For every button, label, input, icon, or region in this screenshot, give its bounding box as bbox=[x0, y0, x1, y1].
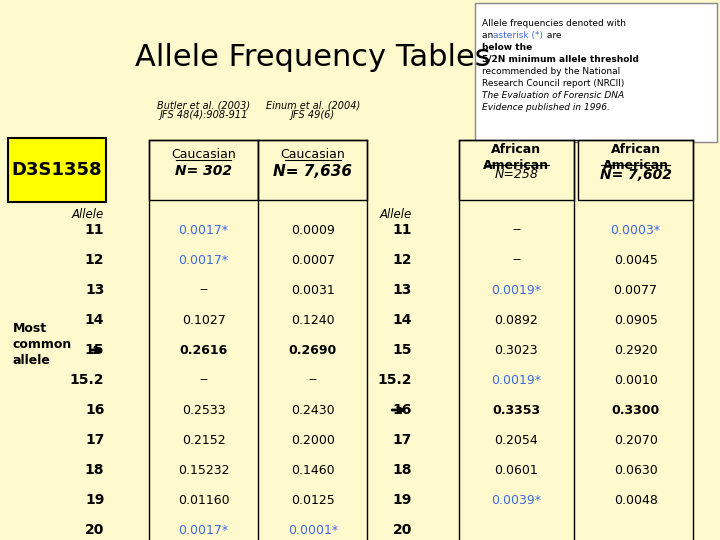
Text: Evidence published in 1996.: Evidence published in 1996. bbox=[482, 103, 610, 112]
Text: Caucasian: Caucasian bbox=[281, 148, 345, 161]
Text: 18: 18 bbox=[85, 463, 104, 477]
Text: 0.2152: 0.2152 bbox=[182, 434, 225, 447]
Text: 0.0009: 0.0009 bbox=[291, 224, 335, 237]
Text: N= 7,602: N= 7,602 bbox=[600, 168, 672, 182]
Text: Allele: Allele bbox=[72, 208, 104, 221]
Text: --: -- bbox=[512, 224, 521, 237]
Text: 17: 17 bbox=[85, 433, 104, 447]
Text: 0.2000: 0.2000 bbox=[291, 434, 335, 447]
Text: 0.0039*: 0.0039* bbox=[492, 494, 541, 507]
Text: 16: 16 bbox=[85, 403, 104, 417]
FancyBboxPatch shape bbox=[8, 138, 107, 202]
Text: 0.0905: 0.0905 bbox=[613, 314, 657, 327]
Text: 0.0010: 0.0010 bbox=[613, 374, 657, 387]
Text: 0.3353: 0.3353 bbox=[492, 403, 541, 416]
Text: 18: 18 bbox=[392, 463, 412, 477]
Text: N= 302: N= 302 bbox=[175, 164, 232, 178]
Text: 0.2690: 0.2690 bbox=[289, 343, 337, 356]
Text: 15.2: 15.2 bbox=[70, 373, 104, 387]
Text: --: -- bbox=[199, 284, 208, 296]
Text: 5/2N minimum allele threshold: 5/2N minimum allele threshold bbox=[482, 55, 639, 64]
Text: 0.2533: 0.2533 bbox=[182, 403, 225, 416]
Text: 0.0045: 0.0045 bbox=[613, 253, 657, 267]
Text: 0.01160: 0.01160 bbox=[178, 494, 230, 507]
Text: 0.0017*: 0.0017* bbox=[179, 523, 229, 537]
Text: 0.1027: 0.1027 bbox=[181, 314, 225, 327]
Text: 0.2616: 0.2616 bbox=[179, 343, 228, 356]
Text: 0.2920: 0.2920 bbox=[613, 343, 657, 356]
Text: 0.1240: 0.1240 bbox=[291, 314, 335, 327]
Text: Butler et al. (2003): Butler et al. (2003) bbox=[157, 100, 250, 110]
Text: Most
common
allele: Most common allele bbox=[13, 322, 72, 368]
Text: Allele: Allele bbox=[380, 208, 412, 221]
Text: 11: 11 bbox=[85, 223, 104, 237]
Text: 20: 20 bbox=[85, 523, 104, 537]
Text: 0.0001*: 0.0001* bbox=[288, 523, 338, 537]
Text: Caucasian: Caucasian bbox=[171, 148, 236, 161]
Text: 16: 16 bbox=[393, 403, 412, 417]
Text: 0.0125: 0.0125 bbox=[291, 494, 335, 507]
Text: The Evaluation of Forensic DNA: The Evaluation of Forensic DNA bbox=[482, 91, 624, 100]
Text: African
American: African American bbox=[603, 143, 669, 172]
Text: recommended by the National: recommended by the National bbox=[482, 67, 620, 76]
Text: 12: 12 bbox=[85, 253, 104, 267]
Text: --: -- bbox=[199, 374, 208, 387]
Text: 15: 15 bbox=[392, 343, 412, 357]
Text: an: an bbox=[482, 31, 496, 40]
Text: asterisk (*): asterisk (*) bbox=[492, 31, 543, 40]
Text: 0.0031: 0.0031 bbox=[291, 284, 335, 296]
Text: 14: 14 bbox=[85, 313, 104, 327]
Text: N=258: N=258 bbox=[495, 168, 539, 181]
Text: JFS 48(4):908-911: JFS 48(4):908-911 bbox=[159, 110, 248, 120]
FancyBboxPatch shape bbox=[258, 140, 367, 200]
Text: 20: 20 bbox=[393, 523, 412, 537]
Text: Research Council report (NRCII): Research Council report (NRCII) bbox=[482, 79, 624, 88]
Text: Allele frequencies denoted with: Allele frequencies denoted with bbox=[482, 19, 626, 28]
Text: --: -- bbox=[512, 253, 521, 267]
Text: 15.2: 15.2 bbox=[378, 373, 412, 387]
Text: 0.0007: 0.0007 bbox=[291, 253, 335, 267]
Text: are: are bbox=[544, 31, 562, 40]
Text: 13: 13 bbox=[393, 283, 412, 297]
FancyBboxPatch shape bbox=[149, 140, 258, 200]
Text: 12: 12 bbox=[392, 253, 412, 267]
Text: 13: 13 bbox=[85, 283, 104, 297]
Text: 0.2070: 0.2070 bbox=[613, 434, 657, 447]
Text: 17: 17 bbox=[393, 433, 412, 447]
Text: 11: 11 bbox=[392, 223, 412, 237]
FancyBboxPatch shape bbox=[459, 140, 574, 200]
Text: 14: 14 bbox=[392, 313, 412, 327]
Text: 0.0017*: 0.0017* bbox=[179, 253, 229, 267]
Text: 0.0019*: 0.0019* bbox=[492, 374, 541, 387]
Text: 0.0017*: 0.0017* bbox=[179, 224, 229, 237]
Text: below the: below the bbox=[482, 43, 532, 52]
Text: 0.3023: 0.3023 bbox=[495, 343, 539, 356]
Text: 19: 19 bbox=[393, 493, 412, 507]
Text: 0.0630: 0.0630 bbox=[613, 463, 657, 476]
Text: Allele Frequency Tables: Allele Frequency Tables bbox=[135, 44, 490, 72]
Text: 0.1460: 0.1460 bbox=[291, 463, 335, 476]
Text: D3S1358: D3S1358 bbox=[12, 161, 102, 179]
FancyBboxPatch shape bbox=[578, 140, 693, 200]
FancyBboxPatch shape bbox=[474, 3, 717, 142]
Text: 0.0077: 0.0077 bbox=[613, 284, 657, 296]
Text: 0.0003*: 0.0003* bbox=[611, 224, 661, 237]
Text: Einum et al. (2004): Einum et al. (2004) bbox=[266, 100, 360, 110]
Text: N= 7,636: N= 7,636 bbox=[274, 164, 352, 179]
Text: 0.0019*: 0.0019* bbox=[492, 284, 541, 296]
Text: --: -- bbox=[308, 374, 318, 387]
Text: 0.15232: 0.15232 bbox=[178, 463, 230, 476]
Text: 15: 15 bbox=[85, 343, 104, 357]
Text: 0.2430: 0.2430 bbox=[291, 403, 335, 416]
Text: 0.0601: 0.0601 bbox=[495, 463, 539, 476]
Text: 0.3300: 0.3300 bbox=[611, 403, 660, 416]
Text: 19: 19 bbox=[85, 493, 104, 507]
Text: 0.2054: 0.2054 bbox=[495, 434, 539, 447]
Text: 0.0048: 0.0048 bbox=[613, 494, 657, 507]
Text: JFS 49(6): JFS 49(6) bbox=[291, 110, 335, 120]
Text: African
American: African American bbox=[483, 143, 549, 172]
Text: 0.0892: 0.0892 bbox=[495, 314, 539, 327]
